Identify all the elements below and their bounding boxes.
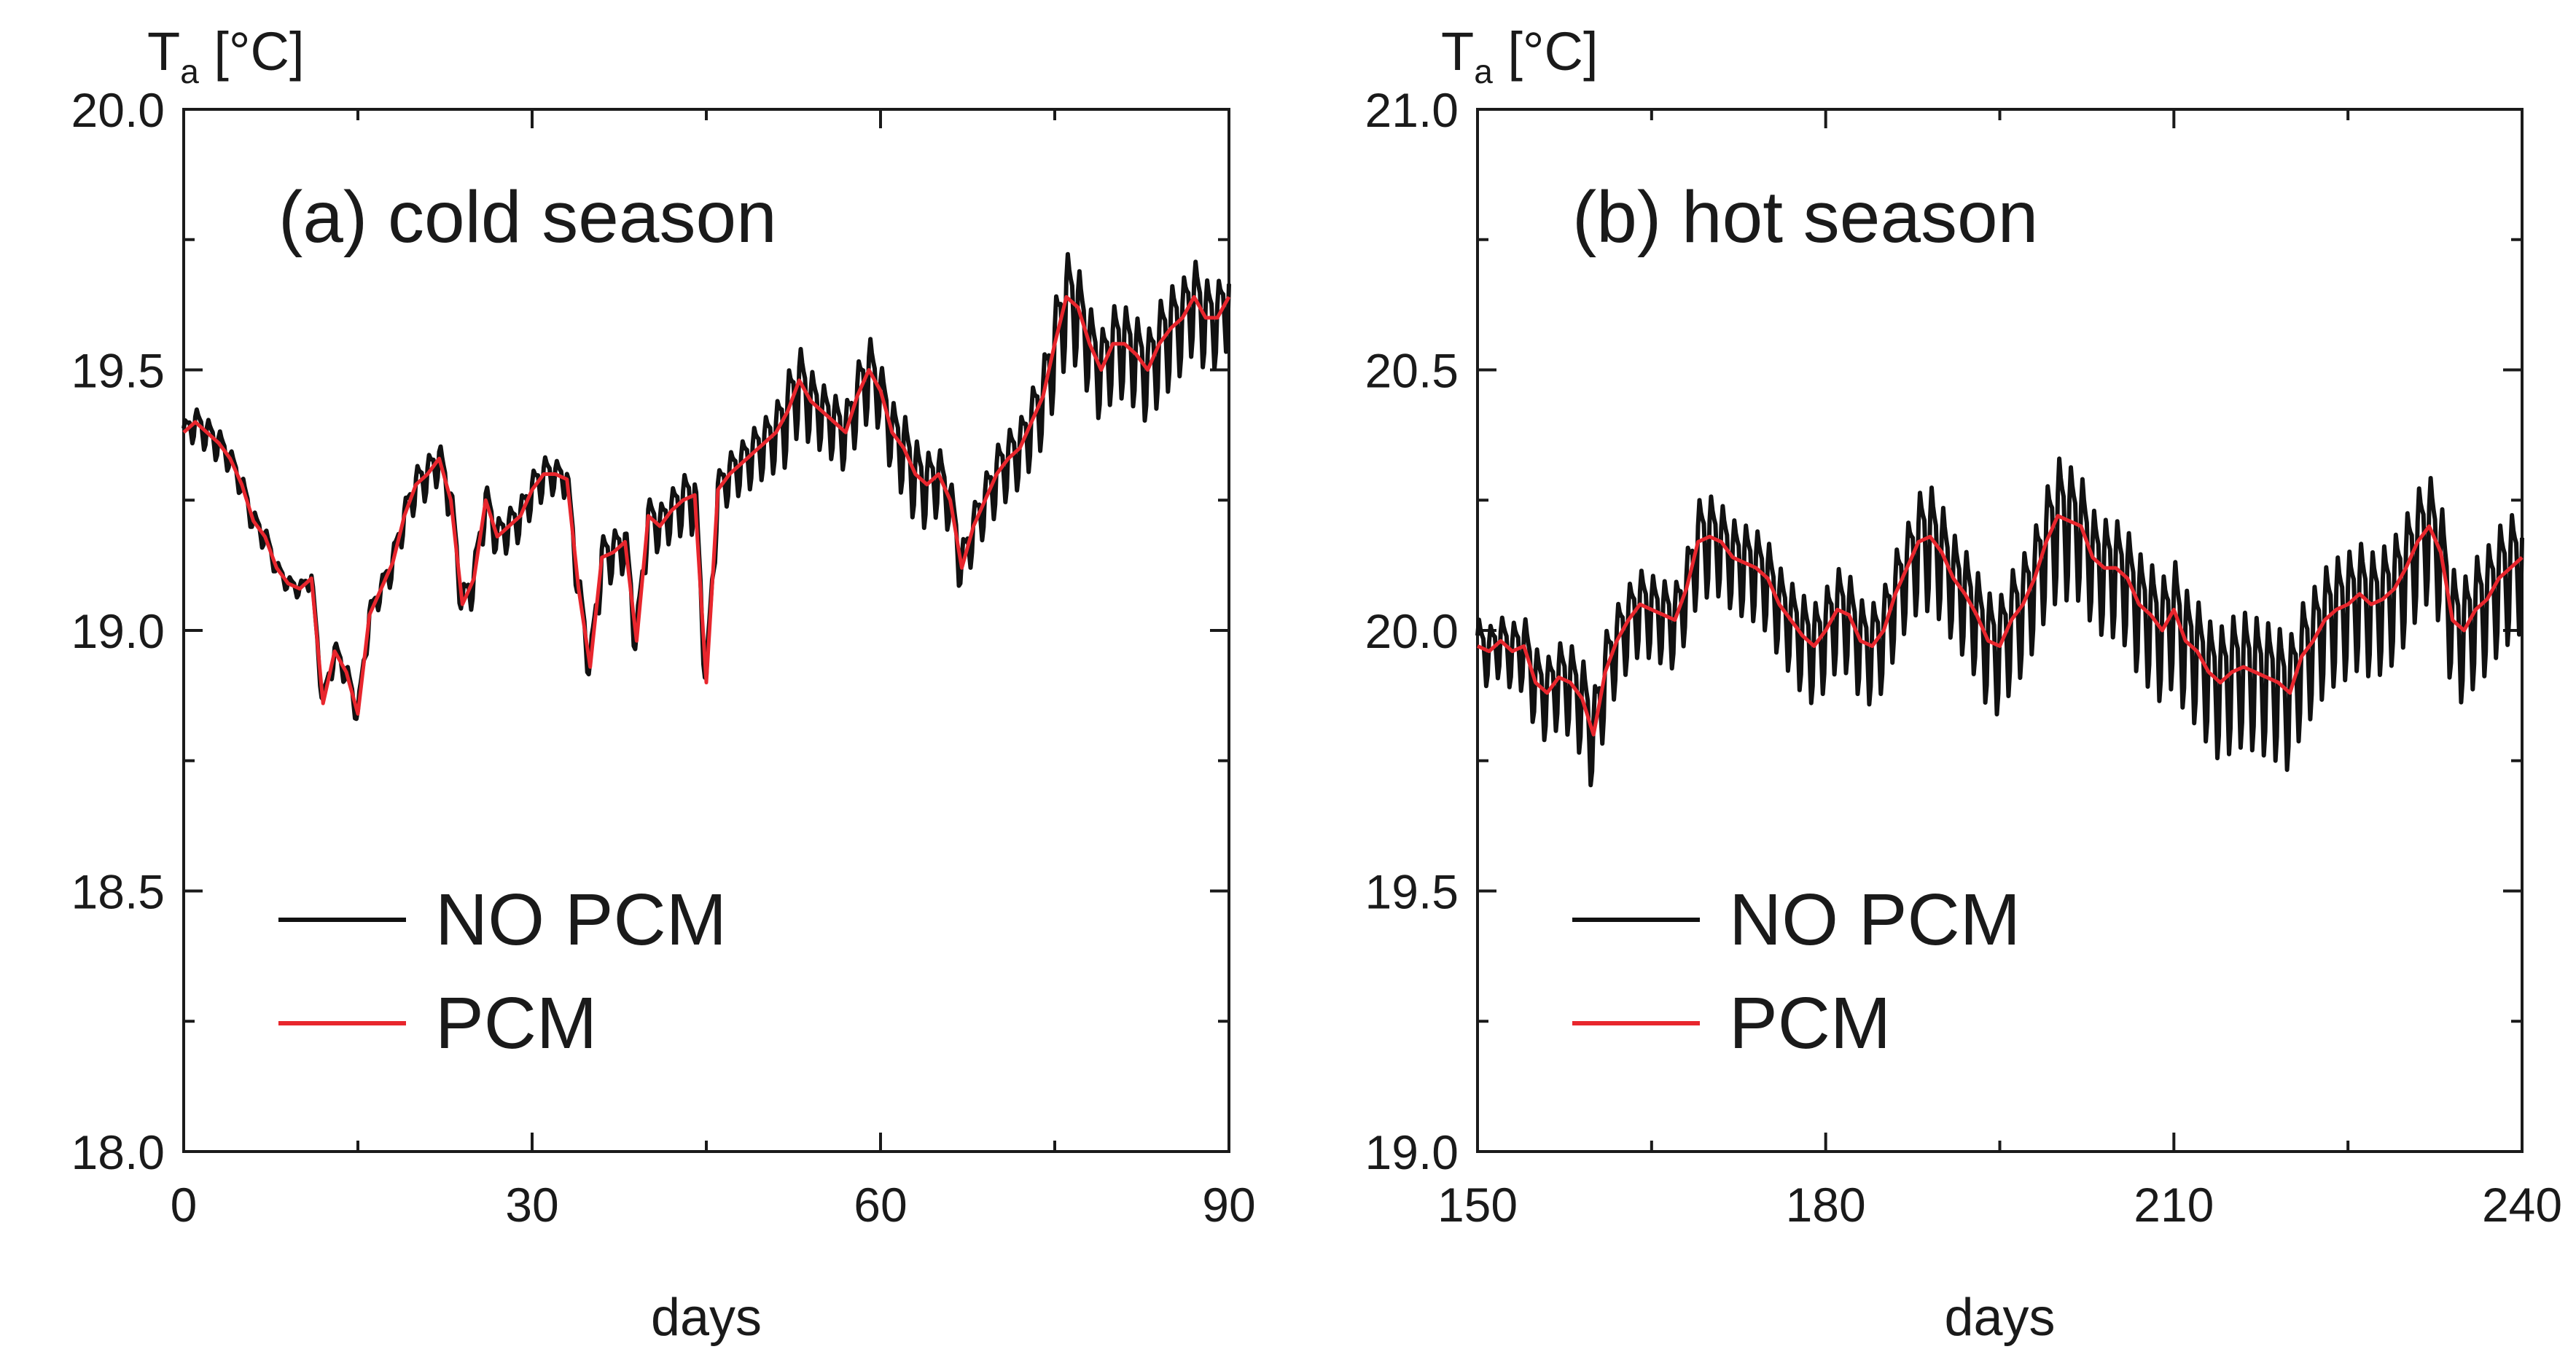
y-tick-label: 20.0 xyxy=(71,83,165,137)
x-tick-label: 30 xyxy=(505,1178,558,1232)
y-tick-label: 19.5 xyxy=(1365,865,1459,919)
legend-label-pcm: PCM xyxy=(1729,982,1891,1064)
y-tick-label: 18.5 xyxy=(71,865,165,919)
y-tick-label: 20.5 xyxy=(1365,344,1459,398)
y-tick-label: 19.5 xyxy=(71,344,165,398)
plot-frame xyxy=(182,108,1230,1153)
x-axis-label: days xyxy=(651,1289,762,1347)
y-tick-label: 18.0 xyxy=(71,1125,165,1179)
y-tick-label: 21.0 xyxy=(1365,83,1459,137)
x-tick-label: 150 xyxy=(1437,1178,1518,1232)
y-tick-label: 20.0 xyxy=(1365,604,1459,658)
legend-label-no-pcm: NO PCM xyxy=(435,879,727,961)
legend-label-no-pcm: NO PCM xyxy=(1729,879,2021,961)
x-tick-label: 240 xyxy=(2482,1178,2562,1232)
plot-area xyxy=(182,251,1231,722)
series-line-no-pcm xyxy=(182,251,1231,722)
x-tick-label: 180 xyxy=(1786,1178,1866,1232)
legend-label-pcm: PCM xyxy=(435,982,597,1064)
panel-title: (a) cold season xyxy=(278,176,777,258)
plot-area xyxy=(1475,456,2524,788)
y-axis-label: Ta [°C] xyxy=(1441,21,1599,90)
x-tick-label: 90 xyxy=(1202,1178,1255,1232)
series-line-no-pcm xyxy=(1475,456,2524,788)
y-tick-label: 19.0 xyxy=(1365,1125,1459,1179)
legend: NO PCM PCM xyxy=(278,879,727,1064)
x-axis-label: days xyxy=(1944,1289,2055,1347)
y-axis-label: Ta [°C] xyxy=(147,21,305,90)
x-tick-label: 0 xyxy=(171,1178,198,1232)
chart-panel-hot-season: 19.0 19.5 20.0 20.5 21.0 150 180 210 240 Ta [°C] d… xyxy=(1365,21,2563,1347)
y-tick-label: 19.0 xyxy=(71,604,165,658)
chart-panel-cold-season: 18.0 18.5 19.0 19.5 20.0 0 30 60 90 Ta [°C] days (a… xyxy=(71,21,1256,1347)
series-line-pcm xyxy=(182,294,1231,716)
series-line-pcm xyxy=(1477,514,2524,737)
panel-title: (b) hot season xyxy=(1572,176,2038,258)
x-tick-label: 210 xyxy=(2134,1178,2214,1232)
legend: NO PCM PCM xyxy=(1572,879,2021,1064)
x-tick-label: 60 xyxy=(854,1178,907,1232)
